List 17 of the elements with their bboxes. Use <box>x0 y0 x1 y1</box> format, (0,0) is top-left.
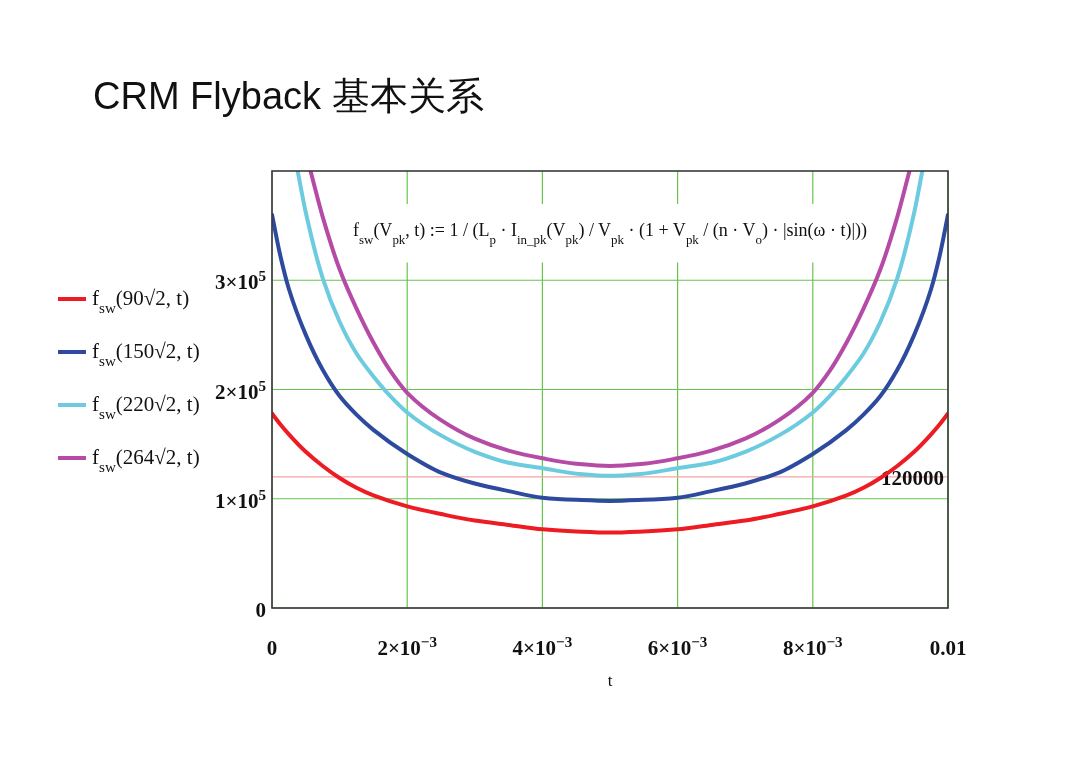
x-tick-label: 8×10$^{−3}$ <box>782 634 844 660</box>
x-tick-label: 6×10$^{−3}$ <box>647 634 708 660</box>
x-tick-label: 0.01 <box>929 636 967 660</box>
ref-line: 120000 <box>271 465 949 490</box>
x-axis-title: t <box>607 671 613 690</box>
chart-title: CRM Flyback 基本关系 <box>93 75 484 117</box>
legend-label: f$_{sw}$(150√2, t) <box>92 339 200 369</box>
y-tick-label: 1×10$^{5}$ <box>214 486 266 513</box>
y-tick-label: 2×10$^{5}$ <box>214 377 266 404</box>
legend-label: f$_{sw}$(264√2, t) <box>92 445 200 475</box>
legend-label: f$_{sw}$(220√2, t) <box>92 392 200 422</box>
y-tick-label: 3×10$^{5}$ <box>214 268 266 295</box>
x-tick-label: 2×10$^{−3}$ <box>377 634 438 660</box>
x-tick-label: 4×10$^{−3}$ <box>512 634 573 660</box>
legend-label: f$_{sw}$(90√2, t) <box>92 286 190 316</box>
ref-line-label: 120000 <box>881 465 944 490</box>
y-tick-label: 0 <box>255 598 266 622</box>
